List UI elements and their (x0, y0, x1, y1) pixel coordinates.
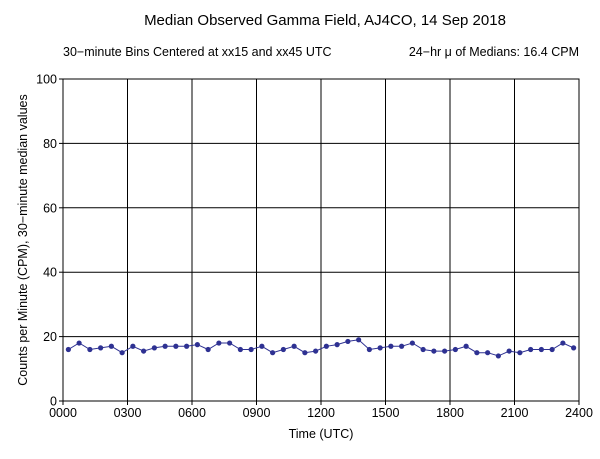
data-point (399, 343, 405, 349)
x-tick-label: 1200 (307, 406, 335, 420)
data-point (495, 353, 501, 359)
data-point (108, 343, 114, 349)
data-point (216, 340, 222, 346)
x-tick-label: 2400 (565, 406, 593, 420)
y-tick-label: 100 (36, 73, 57, 87)
data-point (270, 350, 276, 356)
data-point (506, 348, 512, 354)
data-point (291, 343, 297, 349)
x-tick-label: 0600 (178, 406, 206, 420)
data-point (87, 346, 93, 353)
x-tick-label: 0300 (114, 406, 142, 420)
data-point (130, 343, 136, 349)
data-point (173, 343, 179, 349)
x-tick-label: 0000 (49, 406, 77, 420)
x-tick-label: 1500 (372, 406, 400, 420)
data-point (420, 346, 426, 353)
chart-subtitle-left: 30−minute Bins Centered at xx15 and xx45… (63, 45, 332, 59)
x-axis-ticks: 0000 0300 0600 0900 1200 1500 1800 2100 2400 (49, 401, 593, 420)
x-axis-label: Time (UTC) (289, 427, 354, 441)
data-point (366, 346, 372, 353)
data-point (119, 350, 125, 356)
data-point (377, 345, 383, 351)
data-point (538, 346, 544, 353)
data-point (334, 342, 340, 348)
data-point (141, 348, 147, 354)
data-point (485, 350, 491, 356)
data-point (151, 345, 157, 351)
data-point (184, 343, 190, 349)
data-point (302, 350, 308, 356)
data-point (162, 343, 168, 349)
y-tick-label: 60 (43, 201, 57, 215)
data-point (194, 342, 200, 348)
chart-subtitle-right: 24−hr μ of Medians: 16.4 CPM (409, 45, 579, 59)
data-point (248, 346, 254, 353)
data-point (280, 346, 286, 353)
x-tick-label: 0900 (243, 406, 271, 420)
data-point (237, 346, 243, 353)
data-point (227, 340, 233, 346)
data-point (65, 346, 71, 353)
x-tick-label: 2100 (501, 406, 529, 420)
data-points (65, 337, 577, 359)
y-tick-label: 80 (43, 137, 57, 151)
data-point (442, 348, 448, 354)
data-point (517, 350, 523, 356)
y-tick-label: 40 (43, 266, 57, 280)
data-point (98, 345, 104, 351)
data-point (345, 338, 351, 345)
data-point (313, 348, 319, 354)
data-point (452, 346, 458, 353)
data-point (259, 343, 265, 349)
data-point (474, 350, 480, 356)
data-point (560, 340, 566, 346)
data-point (549, 346, 555, 353)
y-axis-label: Counts per Minute (CPM), 30−minute media… (16, 94, 30, 385)
chart-title: Median Observed Gamma Field, AJ4CO, 14 S… (144, 12, 506, 29)
y-tick-label: 0 (50, 395, 57, 409)
data-point (76, 340, 82, 346)
y-tick-label: 20 (43, 330, 57, 344)
data-point (528, 346, 534, 353)
x-tick-label: 1800 (436, 406, 464, 420)
data-point (409, 340, 415, 346)
data-point (431, 348, 437, 354)
data-point (205, 346, 211, 353)
data-point (356, 337, 362, 343)
y-axis-ticks: 0 20 40 60 80 100 (36, 73, 63, 409)
data-point (463, 343, 469, 349)
data-point (323, 343, 329, 349)
data-point (571, 345, 577, 351)
data-point (388, 343, 394, 349)
